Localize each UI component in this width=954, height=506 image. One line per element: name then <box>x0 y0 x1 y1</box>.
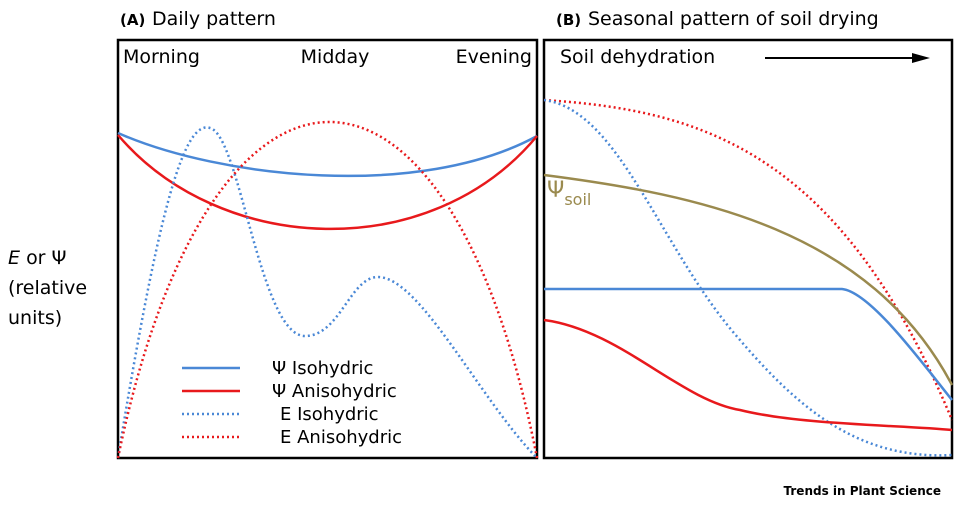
curve <box>116 120 539 459</box>
y-label: E or Ψ <box>8 247 67 269</box>
y-label: (relative <box>8 277 87 299</box>
curve <box>117 134 538 231</box>
curve <box>543 98 953 457</box>
legend-label: Ψ Isohydric <box>272 358 373 379</box>
psi-symbol: Ψ <box>547 178 564 203</box>
curve-label: Ψsoil <box>547 178 591 209</box>
panel-title: Seasonal pattern of soil drying <box>588 8 879 30</box>
time-label: Evening <box>456 46 532 68</box>
footer: Trends in Plant Science <box>784 484 941 498</box>
curve <box>543 173 954 386</box>
y-label-rest: or Ψ <box>26 247 66 269</box>
curve <box>117 131 538 178</box>
time-label: Morning <box>123 46 200 68</box>
curve <box>543 318 953 432</box>
legend-label: E Isohydric <box>280 404 379 425</box>
time-label: Midday <box>301 46 370 68</box>
panel-frame <box>116 38 539 460</box>
curve <box>543 98 954 421</box>
arrow-label: Soil dehydration <box>560 46 715 68</box>
legend-label: Ψ Anisohydric <box>272 381 397 402</box>
psi-subscript: soil <box>564 190 591 209</box>
curve <box>544 287 953 401</box>
panel-letter: (A) <box>120 11 145 29</box>
legend-label: E Anisohydric <box>280 427 402 448</box>
panel-frame <box>542 38 954 460</box>
y-label-italic: E <box>8 247 20 269</box>
arrow-head <box>912 53 930 63</box>
panel-letter: (B) <box>556 11 581 29</box>
y-label: units) <box>8 307 62 329</box>
panel-title: Daily pattern <box>152 8 276 30</box>
